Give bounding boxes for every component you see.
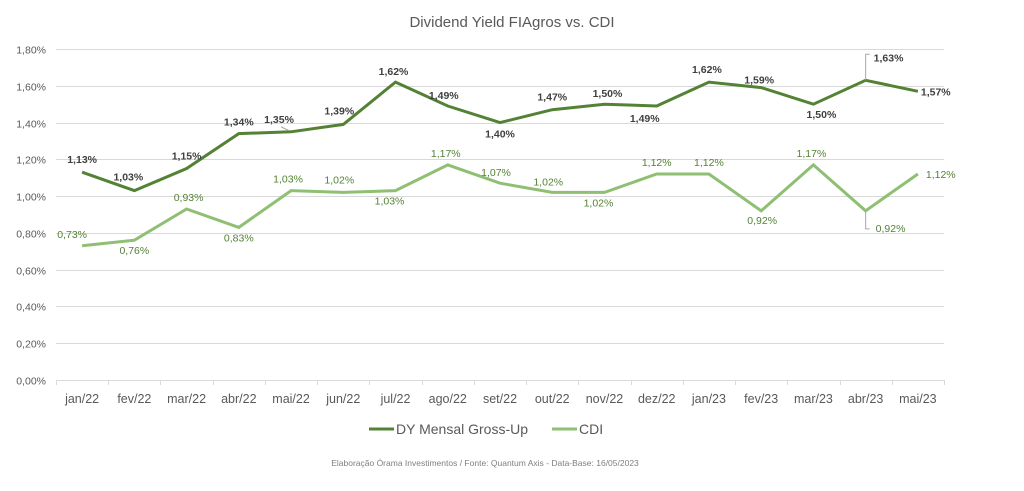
dy-data-label: 1,39%: [324, 105, 354, 117]
cdi-data-label: 1,03%: [375, 196, 405, 208]
x-tick-label: abr/22: [221, 392, 256, 406]
x-tick-label: mai/22: [272, 392, 310, 406]
y-tick-label: 1,60%: [16, 82, 46, 94]
y-tick-label: 1,00%: [16, 192, 46, 204]
dy-data-label: 1,62%: [379, 66, 409, 78]
dy-mensal-line: [81, 78, 919, 193]
y-tick-label: 0,80%: [16, 229, 46, 241]
dy-data-label: 1,49%: [630, 113, 660, 125]
cdi-data-label: 1,12%: [642, 157, 672, 169]
cdi-data-label: 1,17%: [431, 148, 461, 160]
cdi-data-label: 0,92%: [747, 215, 777, 227]
legend: DY Mensal Gross-Up CDI: [369, 421, 603, 437]
y-tick-label: 1,20%: [16, 155, 46, 167]
x-tick-label: mar/23: [794, 392, 833, 406]
cdi-data-label: 0,76%: [119, 245, 149, 257]
cdi-data-label: 1,17%: [797, 148, 827, 160]
dy-data-label: 1,49%: [429, 90, 459, 102]
cdi-data-label: 1,02%: [533, 176, 563, 188]
dy-data-label: 1,50%: [593, 88, 623, 100]
dy-data-label: 1,40%: [485, 129, 515, 141]
dy-data-label: 1,63%: [874, 52, 904, 64]
cdi-data-label: 1,02%: [584, 197, 614, 209]
x-tick-label: jun/22: [325, 392, 360, 406]
cdi-data-label: 0,83%: [224, 232, 254, 244]
x-tick-label: jan/23: [691, 392, 726, 406]
series-lines: [81, 78, 919, 248]
y-tick-label: 0,00%: [16, 376, 46, 388]
cdi-data-label: 0,92%: [876, 223, 906, 235]
x-tick-label: jul/22: [380, 392, 411, 406]
cdi-data-label: 0,73%: [57, 229, 87, 241]
dy-data-label: 1,62%: [692, 64, 722, 76]
x-tick-label: out/22: [535, 392, 570, 406]
dy-data-label: 1,50%: [807, 109, 837, 121]
dy-data-label: 1,57%: [921, 86, 951, 98]
leader-lines: [280, 53, 870, 230]
x-tick-label: abr/23: [848, 392, 883, 406]
y-tick-label: 1,80%: [16, 45, 46, 57]
x-tick-label: dez/22: [638, 392, 676, 406]
dy-data-label: 1,15%: [172, 151, 202, 163]
y-tick-label: 0,40%: [16, 302, 46, 314]
x-tick-label: jan/22: [64, 392, 99, 406]
x-tick-label: mar/22: [167, 392, 206, 406]
x-tick-label: mai/23: [899, 392, 937, 406]
x-tick-label: nov/22: [586, 392, 624, 406]
cdi-data-label: 0,93%: [174, 192, 204, 204]
cdi-line: [81, 162, 919, 248]
x-tick-label: fev/22: [117, 392, 151, 406]
footnote: Elaboração Órama Investimentos / Fonte: …: [331, 458, 639, 468]
x-tick-label: set/22: [483, 392, 517, 406]
legend-label-dy: DY Mensal Gross-Up: [396, 421, 528, 437]
y-tick-label: 0,60%: [16, 266, 46, 278]
x-axis: jan/22 fev/22 mar/22 abr/22 mai/22 jun/22 jul/…: [56, 380, 945, 406]
y-tick-label: 0,20%: [16, 339, 46, 351]
data-label-leader-line: [865, 53, 870, 81]
cdi-data-label: 1,12%: [694, 157, 724, 169]
data-label-leader-line: [280, 126, 290, 132]
chart-title: Dividend Yield FIAgros vs. CDI: [409, 14, 614, 31]
dy-data-label: 1,34%: [224, 117, 254, 129]
cdi-data-label: 1,07%: [481, 167, 511, 179]
cdi-data-label: 1,02%: [324, 174, 354, 186]
x-tick-label: ago/22: [429, 392, 467, 406]
x-tick-label: fev/23: [744, 392, 778, 406]
cdi-data-label: 1,03%: [273, 174, 303, 186]
gridlines: [56, 49, 944, 381]
dy-data-label: 1,13%: [67, 154, 97, 166]
dy-data-label: 1,03%: [113, 172, 143, 184]
dy-data-label: 1,35%: [264, 114, 294, 126]
legend-label-cdi: CDI: [579, 421, 603, 437]
dy-data-label: 1,47%: [537, 92, 567, 104]
cdi-data-label: 1,12%: [926, 169, 956, 181]
y-axis: 0,00% 0,20% 0,40% 0,60% 0,80% 1,00% 1,20% 1,40%…: [16, 45, 46, 388]
dy-data-label: 1,59%: [744, 75, 774, 87]
y-tick-label: 1,40%: [16, 119, 46, 131]
data-label-leader-line: [865, 210, 870, 230]
data-labels: 1,13% 1,03% 1,15% 1,34% 1,35% 1,39% 1,62% 1,49%…: [57, 52, 955, 257]
